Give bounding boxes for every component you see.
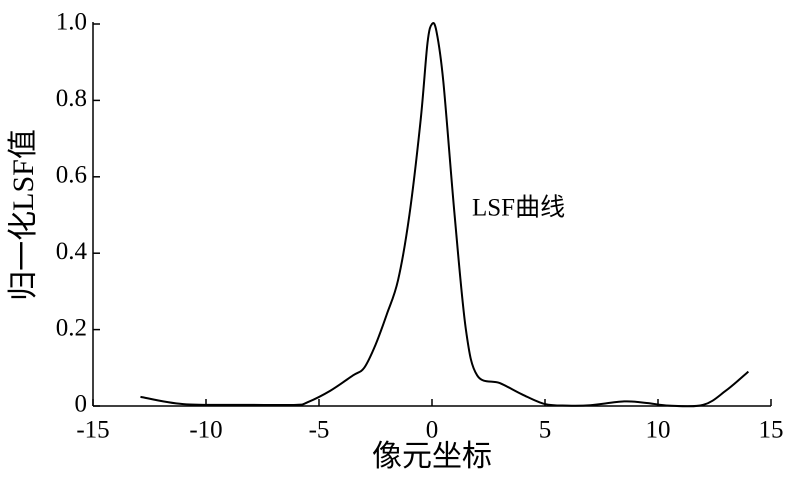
lsf-line	[140, 22, 750, 408]
x-tick-label: -5	[309, 417, 330, 444]
y-tick-label: 0.2	[56, 314, 87, 341]
x-tick-label: 15	[759, 417, 784, 444]
x-tick-label: 5	[539, 417, 552, 444]
x-tick-label: 0	[426, 417, 439, 444]
y-tick-label: 1.0	[56, 9, 87, 36]
x-tick-label: 10	[646, 417, 671, 444]
y-tick-label: 0	[75, 391, 88, 418]
y-axis-label: 归一化LSF值	[7, 129, 40, 301]
x-axis-label: 像元坐标	[372, 440, 492, 473]
y-tick-label: 0.8	[56, 85, 87, 112]
annotation: LSF曲线	[472, 194, 565, 222]
y-tick-label: 0.6	[56, 162, 87, 189]
y-tick-label: 0.4	[56, 238, 88, 265]
x-tick-label: -15	[76, 417, 109, 444]
x-tick-label: -10	[189, 417, 222, 444]
